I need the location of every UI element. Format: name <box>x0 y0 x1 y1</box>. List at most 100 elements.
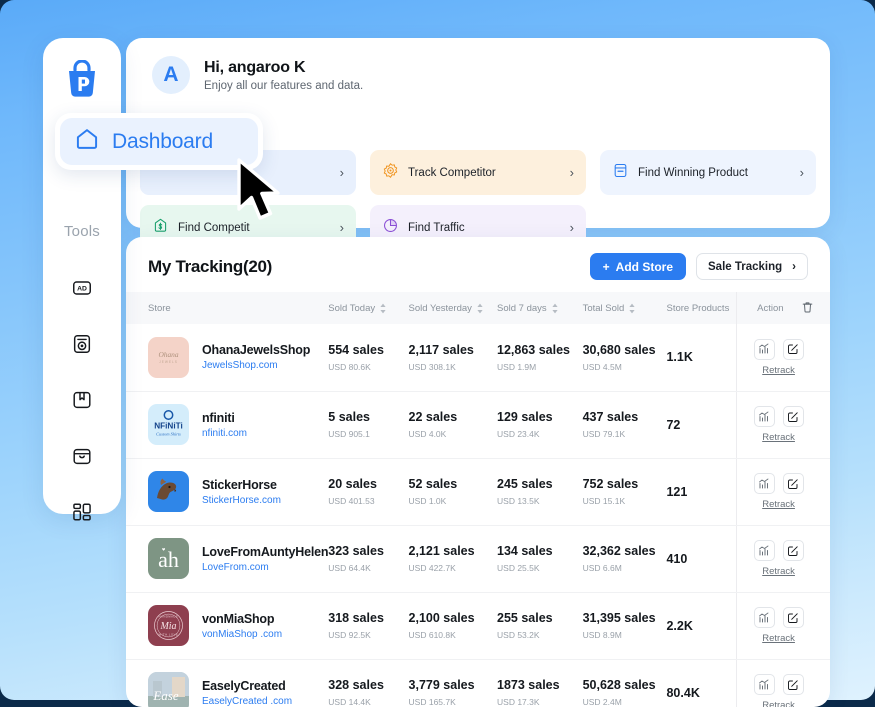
analytics-chart-icon[interactable] <box>754 607 775 628</box>
sold-yesterday-usd: USD 4.0K <box>409 429 497 439</box>
store-name: OhanaJewelsShop <box>202 343 310 357</box>
sidebar-item-bookmark[interactable] <box>43 372 121 428</box>
sidebar-item-tracker[interactable] <box>43 316 121 372</box>
sold-7days-value: 255 sales <box>497 611 583 625</box>
analytics-chart-icon[interactable] <box>754 540 775 561</box>
table-row[interactable]: Ohana JEWELS OhanaJewelsShop JewelsShop.… <box>126 324 830 391</box>
inbox-box-icon <box>71 445 93 467</box>
edit-square-icon[interactable] <box>783 540 804 561</box>
store-url[interactable]: JewelsShop.com <box>202 360 310 371</box>
total-sold-usd: USD 6.6M <box>583 563 667 573</box>
cell-action: Retrack <box>737 525 830 592</box>
edit-square-icon[interactable] <box>783 339 804 360</box>
sold-yesterday-usd: USD 422.7K <box>409 563 497 573</box>
retrack-link[interactable]: Retrack <box>762 499 795 510</box>
cell-store: StickerHorse StickerHorse.com <box>126 458 328 525</box>
table-row[interactable]: ah LoveFromAuntyHelen LoveFrom.com 323 s… <box>126 525 830 592</box>
sort-icon[interactable] <box>379 303 387 314</box>
chevron-right-icon: › <box>340 220 344 235</box>
sold-7days-value: 1873 sales <box>497 678 583 692</box>
tile-track-competitor[interactable]: Track Competitor › <box>370 150 586 195</box>
store-url[interactable]: EaselyCreated .com <box>202 696 292 707</box>
pie-chart-icon <box>382 217 399 239</box>
store-url[interactable]: LoveFrom.com <box>202 562 328 573</box>
store-products-value: 121 <box>666 485 736 499</box>
column-header-sold-7-days[interactable]: Sold 7 days <box>497 292 583 324</box>
sold-today-value: 328 sales <box>328 678 408 692</box>
column-header-store-products: Store Products <box>666 292 736 324</box>
column-label: Total Sold <box>583 303 625 314</box>
home-icon <box>74 126 100 157</box>
analytics-chart-icon[interactable] <box>754 674 775 695</box>
app-logo[interactable] <box>61 58 103 100</box>
edit-square-icon[interactable] <box>783 406 804 427</box>
store-url[interactable]: nfiniti.com <box>202 428 247 439</box>
store-name: StickerHorse <box>202 478 281 492</box>
table-row[interactable]: StickerHorse StickerHorse.com 20 sales U… <box>126 458 830 525</box>
sold-yesterday-usd: USD 610.8K <box>409 630 497 640</box>
retrack-link[interactable]: Retrack <box>762 432 795 443</box>
total-sold-usd: USD 15.1K <box>583 496 667 506</box>
column-header-total-sold[interactable]: Total Sold <box>583 292 667 324</box>
sidebar-item-dashboard[interactable]: Dashboard <box>55 113 263 170</box>
table-row[interactable]: NFiNiTi Custom Shirts nfiniti nfiniti.co… <box>126 391 830 458</box>
table-row[interactable]: Mia HANDMADE WITH LOVE vonMiaShop vonMia… <box>126 592 830 659</box>
chevron-right-icon: › <box>800 165 804 180</box>
sidebar-item-inbox[interactable] <box>43 428 121 484</box>
analytics-chart-icon[interactable] <box>754 406 775 427</box>
cell-store-products: 2.2K <box>666 592 736 659</box>
sold-today-value: 554 sales <box>328 343 408 357</box>
table-body: Ohana JEWELS OhanaJewelsShop JewelsShop.… <box>126 324 830 707</box>
trash-icon[interactable] <box>801 300 814 317</box>
total-sold-value: 50,628 sales <box>583 678 667 692</box>
retrack-link[interactable]: Retrack <box>762 633 795 644</box>
svg-text:AD: AD <box>77 285 87 292</box>
sale-tracking-button[interactable]: Sale Tracking › <box>696 253 808 280</box>
sidebar-item-ad[interactable]: AD <box>43 260 121 316</box>
edit-square-icon[interactable] <box>783 473 804 494</box>
tile-find-winning-product[interactable]: Find Winning Product › <box>600 150 816 195</box>
svg-text:HANDMADE: HANDMADE <box>159 614 179 618</box>
sidebar-item-apps[interactable] <box>43 484 121 540</box>
sort-icon[interactable] <box>476 303 484 314</box>
svg-text:Mia: Mia <box>159 621 176 632</box>
cell-sold-7-days: 245 sales USD 13.5K <box>497 458 583 525</box>
target-icon <box>382 162 399 184</box>
add-store-button[interactable]: + Add Store <box>590 253 686 280</box>
sort-icon[interactable] <box>628 303 636 314</box>
sold-yesterday-value: 22 sales <box>409 410 497 424</box>
svg-text:ah: ah <box>158 547 179 572</box>
edit-square-icon[interactable] <box>783 607 804 628</box>
sidebar-section-label: Tools <box>43 223 121 240</box>
retrack-link[interactable]: Retrack <box>762 700 795 707</box>
sort-icon[interactable] <box>551 303 559 314</box>
sold-yesterday-value: 2,100 sales <box>409 611 497 625</box>
store-url[interactable]: vonMiaShop .com <box>202 629 282 640</box>
product-card-icon <box>612 162 629 184</box>
sold-today-value: 5 sales <box>328 410 408 424</box>
svg-text:NFiNiTi: NFiNiTi <box>154 422 183 431</box>
analytics-chart-icon[interactable] <box>754 339 775 360</box>
retrack-link[interactable]: Retrack <box>762 365 795 376</box>
column-label: Sold 7 days <box>497 303 547 314</box>
cell-sold-7-days: 134 sales USD 25.5K <box>497 525 583 592</box>
store-url[interactable]: StickerHorse.com <box>202 495 281 506</box>
column-label: Store Products <box>666 303 729 314</box>
analytics-chart-icon[interactable] <box>754 473 775 494</box>
column-header-sold-yesterday[interactable]: Sold Yesterday <box>409 292 497 324</box>
sold-today-usd: USD 80.6K <box>328 362 408 372</box>
sold-7days-usd: USD 25.5K <box>497 563 583 573</box>
tracking-header: My Tracking(20) + Add Store Sale Trackin… <box>126 237 830 280</box>
edit-square-icon[interactable] <box>783 674 804 695</box>
sold-today-usd: USD 64.4K <box>328 563 408 573</box>
cell-store-products: 410 <box>666 525 736 592</box>
table-header: Store Sold Today Sold Yesterday <box>126 292 830 324</box>
sold-7days-value: 245 sales <box>497 477 583 491</box>
sold-today-value: 323 sales <box>328 544 408 558</box>
svg-text:Custom Shirts: Custom Shirts <box>156 432 181 437</box>
sold-today-usd: USD 92.5K <box>328 630 408 640</box>
sidebar-icon-list: AD <box>43 260 121 540</box>
store-products-value: 80.4K <box>666 686 736 700</box>
column-header-sold-today[interactable]: Sold Today <box>328 292 408 324</box>
retrack-link[interactable]: Retrack <box>762 566 795 577</box>
